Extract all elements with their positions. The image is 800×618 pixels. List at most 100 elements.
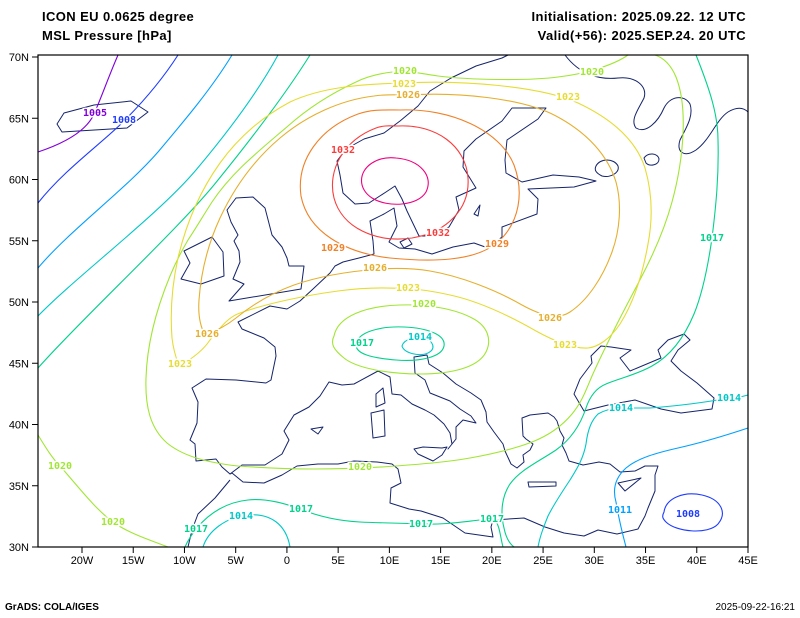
coastline-arctic-russia (564, 54, 749, 155)
coastline-black-sea (573, 333, 715, 414)
map-frame (37, 54, 749, 548)
isobar-label-1023: 1023 (396, 283, 420, 294)
lon-tick-label: 35E (636, 555, 656, 567)
isobar-label-1011: 1011 (608, 505, 632, 516)
lat-tick-label: 50N (9, 297, 29, 309)
initialisation-time: Initialisation: 2025.09.22. 12 UTC (531, 9, 746, 24)
isobar-1017-southeast (501, 54, 719, 548)
isobar-label-layer: 1005 1008 1008 1011 1014 1014 1014 1014 1017 1017… (46, 65, 742, 537)
lat-tick-label: 65N (9, 113, 29, 125)
isobar-label-1026: 1026 (195, 329, 219, 340)
isobar-label-1014: 1014 (609, 403, 633, 414)
isobar-label-1020: 1020 (580, 67, 604, 78)
coastline-great-britain (226, 196, 305, 302)
coastline-ireland (180, 236, 225, 285)
isobar-label-1023: 1023 (556, 92, 580, 103)
isobar-label-1017: 1017 (480, 514, 504, 525)
isobar-label-1017: 1017 (409, 519, 433, 530)
generation-timestamp: 2025-09-22-16:21 (715, 602, 795, 613)
lat-tick-label: 55N (9, 236, 29, 248)
coastline-mainland-scandinavia (189, 54, 597, 475)
lon-tick-label: 25E (533, 555, 553, 567)
isobar-1014-nw-atlantic (37, 54, 279, 317)
isobar-1026-ridge-loop (198, 93, 620, 336)
isobar-label-1020: 1020 (412, 299, 436, 310)
lon-tick-label: 20E (482, 555, 502, 567)
isobar-label-1023: 1023 (168, 359, 192, 370)
lon-tick-label: 5E (331, 555, 344, 567)
isobar-layer (37, 54, 749, 548)
isobar-label-1023: 1023 (553, 340, 577, 351)
lon-tick-label: 10E (380, 555, 400, 567)
isobar-1017-alps-loop (355, 326, 445, 361)
lat-tick-label: 30N (9, 542, 29, 554)
isobar-1008-cyprus-low (662, 493, 723, 532)
lon-tick-label: 20W (71, 555, 94, 567)
coastline-mediterranean (229, 354, 659, 538)
isobar-label-1026: 1026 (363, 263, 387, 274)
isobar-1020-main-ridge (145, 54, 684, 470)
isobar-1011-nw-atlantic (37, 54, 233, 269)
isobar-label-1029: 1029 (321, 243, 345, 254)
lon-tick-label: 40E (687, 555, 707, 567)
coastline-islands-lakes (310, 153, 660, 492)
lat-tick-label: 70N (9, 52, 29, 64)
coastline-morocco-atlantic (187, 479, 231, 548)
isobar-1017-west-atlantic (37, 54, 311, 369)
isobar-1035-high-core (360, 157, 429, 205)
isobar-label-1026: 1026 (538, 313, 562, 324)
field-title: MSL Pressure [hPa] (42, 28, 172, 43)
grads-credit: GrADS: COLA/IGES (5, 602, 99, 613)
coastline-iceland (56, 100, 149, 133)
isobar-1032-high-loop (332, 125, 469, 240)
isobar-label-1020: 1020 (48, 461, 72, 472)
isobar-label-1023: 1023 (392, 79, 416, 90)
lon-tick-label: 5W (227, 555, 244, 567)
isobar-label-1020: 1020 (393, 66, 417, 77)
isobar-1029-high-loop (299, 109, 520, 261)
isobar-label-1017: 1017 (350, 338, 374, 349)
lat-tick-label: 45N (9, 358, 29, 370)
lat-tick-label: 60N (9, 175, 29, 187)
header-left: ICON EU 0.0625 degree MSL Pressure [hPa] (42, 7, 194, 45)
header-right: Initialisation: 2025.09.22. 12 UTC Valid… (532, 7, 746, 45)
isobar-label-1020: 1020 (348, 462, 372, 473)
lat-tick-label: 35N (9, 481, 29, 493)
isobar-1017-north-africa (184, 499, 504, 548)
isobar-1008-nw-atlantic (37, 54, 179, 204)
isobar-label-1017: 1017 (289, 504, 313, 515)
valid-time: Valid(+56): 2025.SEP.24. 20 UTC (537, 28, 746, 43)
lon-tick-label: 15W (122, 555, 145, 567)
isobar-label-1014: 1014 (229, 511, 253, 522)
isobar-1011-levant (613, 427, 749, 548)
lon-tick-label: 30E (585, 555, 605, 567)
isobar-1005-nw-atlantic (37, 54, 119, 153)
isobar-1014-sahara-low (202, 514, 291, 548)
model-title: ICON EU 0.0625 degree (42, 9, 195, 24)
isobar-label-1014: 1014 (408, 332, 432, 343)
lon-tick-label: 0 (284, 555, 290, 567)
isobar-label-1017: 1017 (700, 233, 724, 244)
isobar-label-1014: 1014 (717, 393, 741, 404)
isobar-1023-ridge-loop (170, 81, 652, 367)
lat-tick-label: 40N (9, 420, 29, 432)
isobar-1020-alps-loop (331, 304, 490, 375)
isobar-1014-east-med (537, 394, 749, 548)
isobar-label-1032: 1032 (331, 145, 355, 156)
isobar-1014-alps-loop (401, 336, 434, 356)
axis-layer: 70N 65N 60N 55N 50N 45N 40N 35N 30N 20W 15W 10W 5W 0 5… (9, 52, 758, 567)
lon-tick-label: 10W (173, 555, 196, 567)
isobar-label-1029: 1029 (485, 239, 509, 250)
isobar-label-1017: 1017 (184, 524, 208, 535)
lon-tick-label: 45E (738, 555, 758, 567)
isobar-label-1008: 1008 (112, 115, 136, 126)
isobar-label-1026: 1026 (396, 90, 420, 101)
lon-tick-label: 15E (431, 555, 451, 567)
isobar-label-1032: 1032 (426, 228, 450, 239)
isobar-label-1008: 1008 (676, 509, 700, 520)
isobar-label-1020: 1020 (101, 517, 125, 528)
isobar-1020-sw-lobe (37, 434, 169, 548)
isobar-label-1005: 1005 (83, 108, 107, 119)
